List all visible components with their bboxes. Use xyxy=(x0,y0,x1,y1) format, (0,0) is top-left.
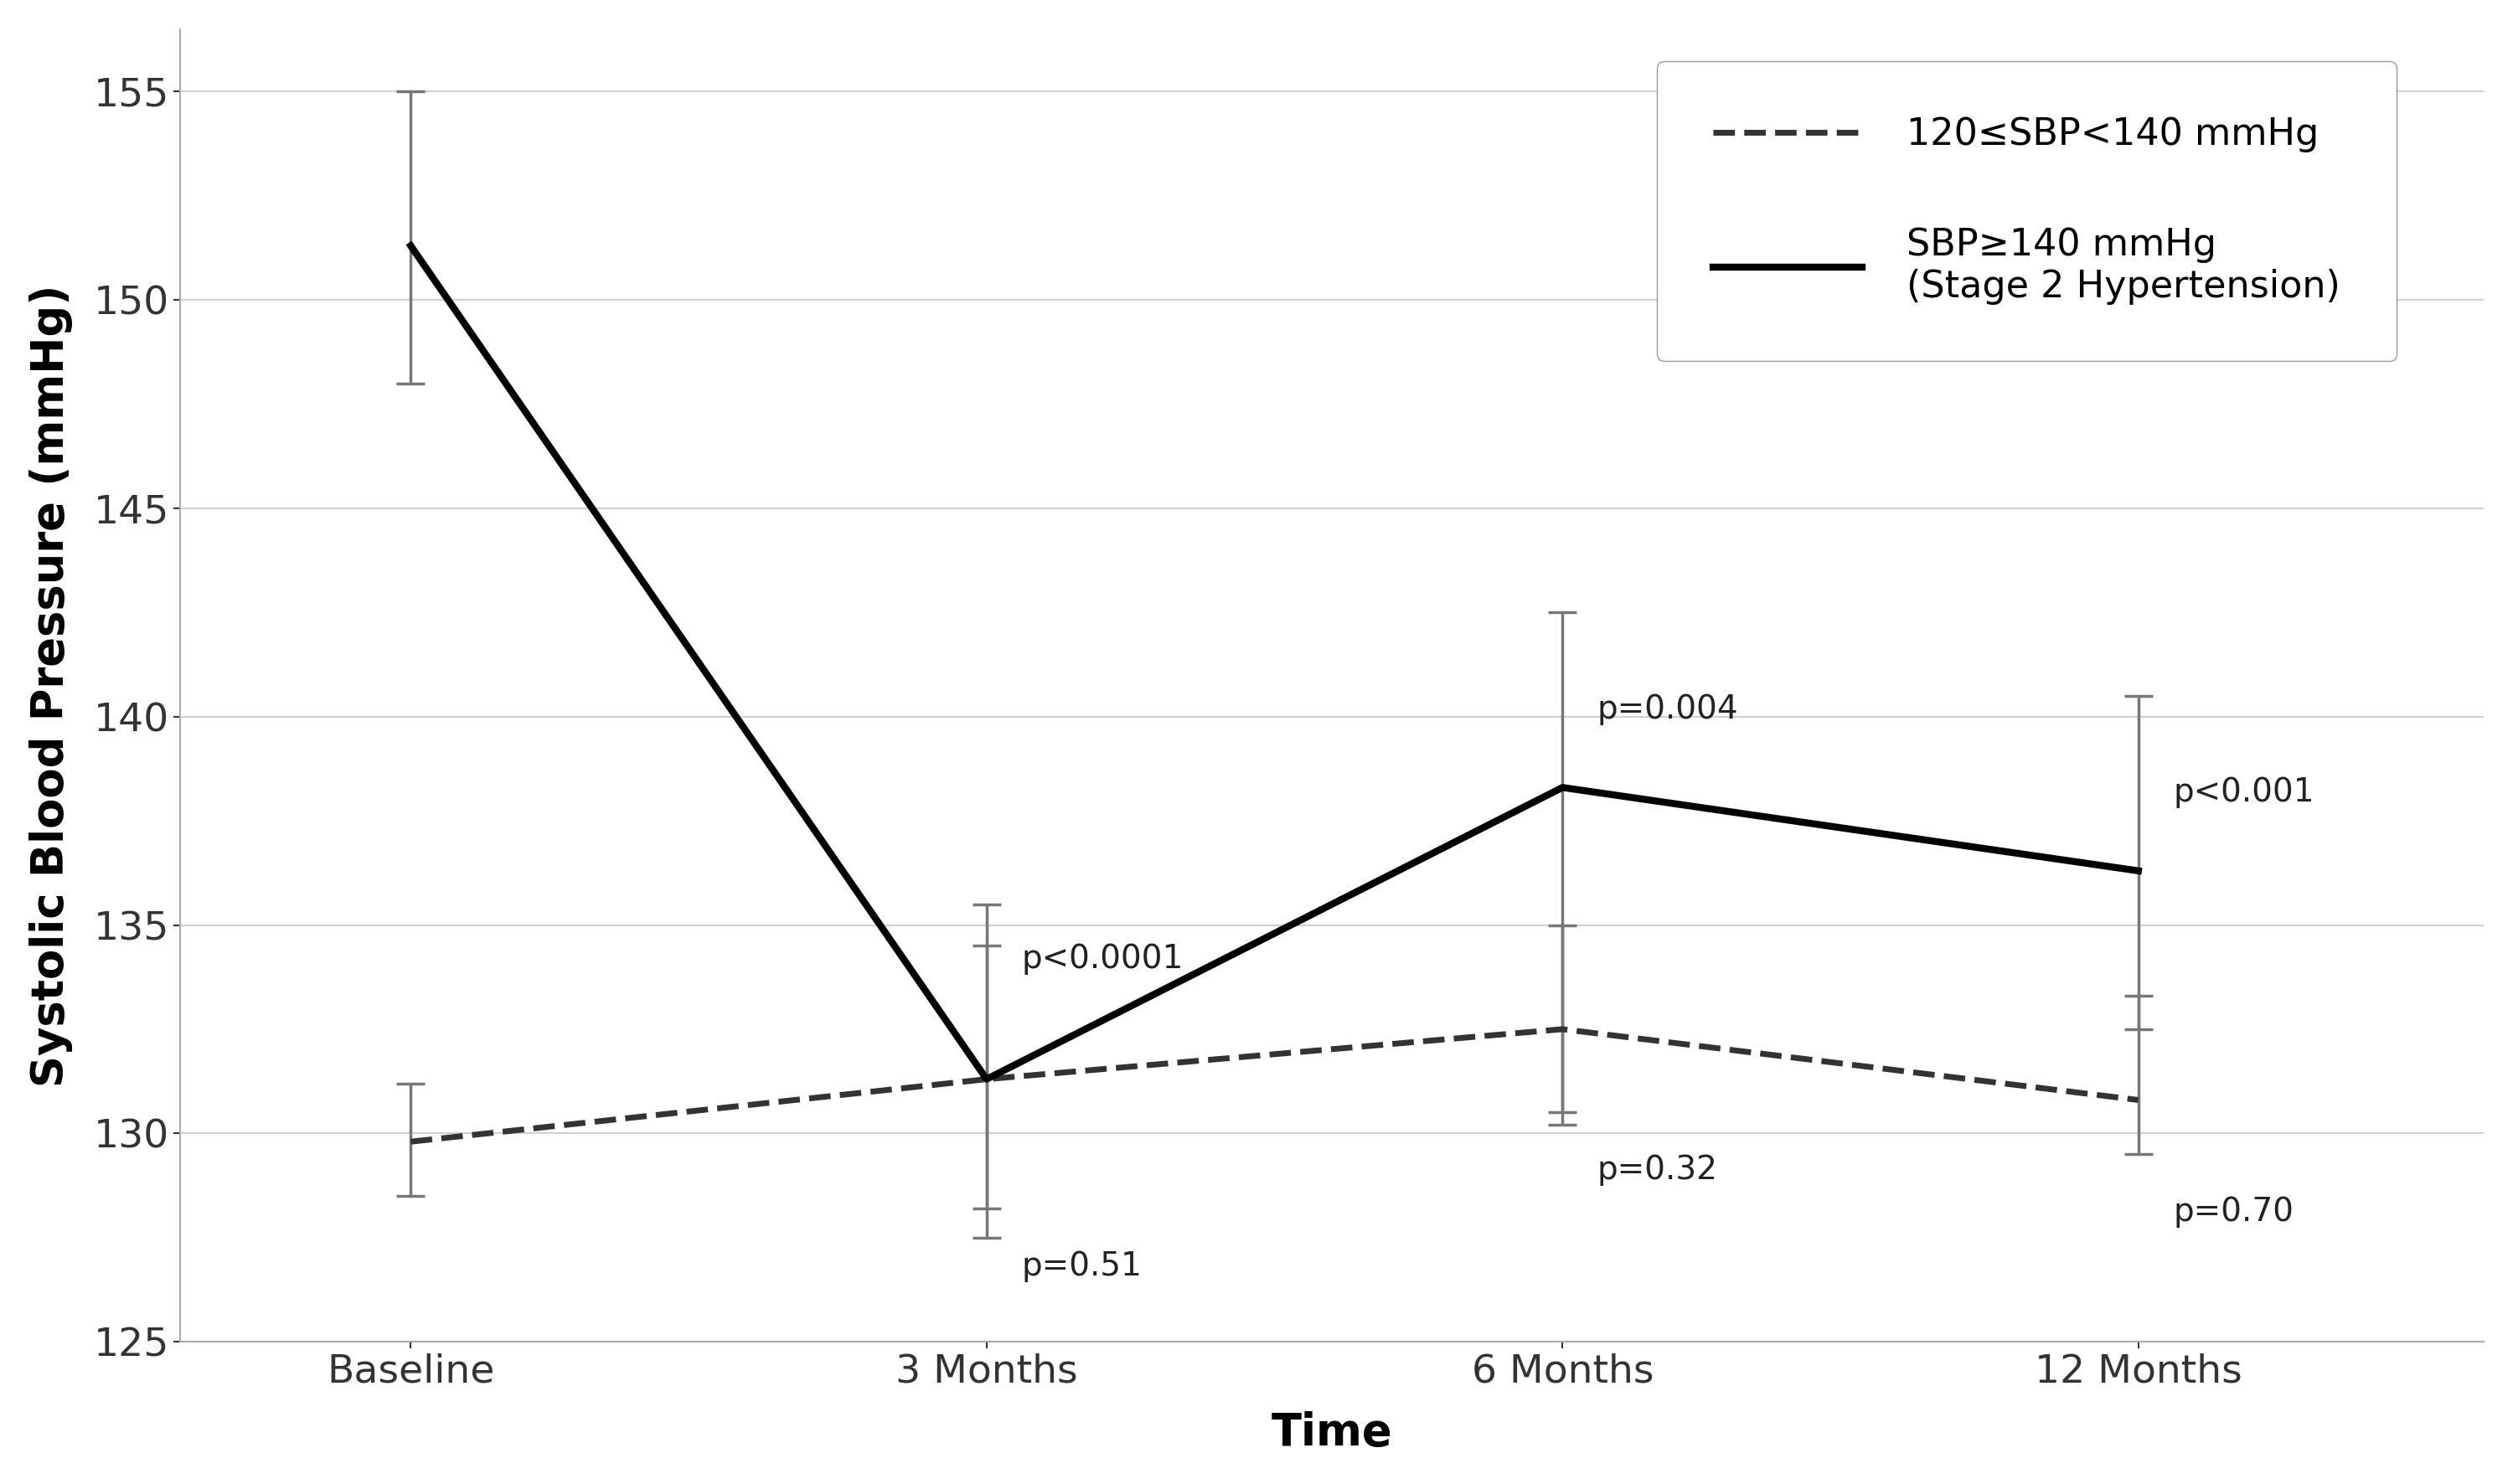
Text: p<0.001: p<0.001 xyxy=(2174,776,2314,809)
X-axis label: Time: Time xyxy=(1272,1411,1392,1454)
Text: p=0.004: p=0.004 xyxy=(1598,693,1739,726)
Text: p=0.32: p=0.32 xyxy=(1598,1155,1716,1186)
Text: p=0.70: p=0.70 xyxy=(2174,1196,2294,1227)
Text: p=0.51: p=0.51 xyxy=(1020,1250,1141,1282)
Y-axis label: Systolic Blood Pressure (mmHg): Systolic Blood Pressure (mmHg) xyxy=(30,283,73,1086)
Legend: 120≤SBP<140 mmHg, SBP≥140 mmHg
(Stage 2 Hypertension): 120≤SBP<140 mmHg, SBP≥140 mmHg (Stage 2 … xyxy=(1656,61,2397,361)
Text: p<0.0001: p<0.0001 xyxy=(1020,944,1184,975)
